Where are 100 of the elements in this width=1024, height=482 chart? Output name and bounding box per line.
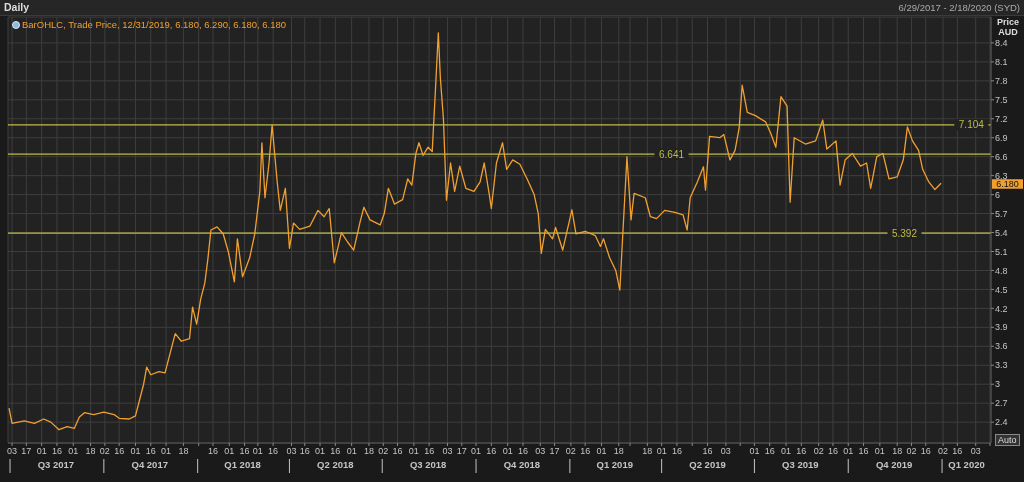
x2-tick-label: Q3 2019	[782, 458, 819, 470]
button: Auto	[995, 434, 1020, 446]
y-tick-label: 4.2	[995, 303, 1008, 314]
x-tick-label: 01	[252, 446, 263, 457]
x2-tick-label: Q3 2017	[37, 458, 75, 470]
x-tick-label: 01	[408, 446, 419, 457]
y-tick-label: 8.4	[995, 38, 1008, 49]
y-tick-label: 8.1	[995, 57, 1008, 68]
x-tick-label: 16	[858, 446, 869, 457]
x-tick-label: 18	[85, 446, 96, 457]
x-tick-label: 01	[471, 446, 482, 457]
y-tick-label: 5.4	[995, 227, 1008, 238]
ref-line-label: 5.392	[891, 227, 918, 239]
x-tick-label: 18	[363, 446, 374, 457]
x-tick-label: 03	[720, 446, 731, 457]
y-tick-label: 6.3	[995, 170, 1008, 181]
x-tick-label: 16	[671, 446, 682, 457]
x-tick-label: 01	[656, 446, 667, 457]
x-tick-label: 16	[827, 446, 838, 457]
x-tick-label: 16	[920, 446, 931, 457]
x-tick-label: 03	[442, 446, 453, 457]
x-tick-label: 01	[874, 446, 885, 457]
x-tick-label: 02	[906, 446, 917, 457]
x-tick-label: 01	[596, 446, 607, 457]
x-tick-label: 18	[613, 446, 624, 457]
y-tick-label: 7.2	[995, 113, 1008, 124]
y-tick-label: 6.9	[995, 132, 1008, 143]
x-tick-label: 01	[36, 446, 47, 457]
x-tick-label: 16	[268, 446, 279, 457]
x-tick-label: 16	[580, 446, 591, 457]
x-tick-label: 01	[843, 446, 854, 457]
y-tick-label: 2.4	[995, 417, 1008, 428]
annotation: 6.180	[996, 179, 1019, 190]
text: 6/29/2017 - 2/18/2020 (SYD)	[898, 2, 1020, 13]
x2-tick-label: Q4 2018	[503, 458, 541, 470]
y-tick-label: 3.3	[995, 360, 1008, 371]
x-tick-label: 16	[114, 446, 125, 457]
x-tick-label: 16	[424, 446, 435, 457]
x-tick-label: 17	[456, 446, 467, 457]
x2-tick-label: Q3 2018	[409, 458, 447, 470]
x-tick-label: 16	[486, 446, 497, 457]
y-tick-label: 4.5	[995, 284, 1008, 295]
y-tick-label: 3.6	[995, 341, 1008, 352]
x-tick-label: 16	[517, 446, 528, 457]
x-tick-label: 02	[99, 446, 110, 457]
x-tick-label: 01	[781, 446, 792, 457]
text: BarOHLC, Trade Price, 12/31/2019, 6.180, 6.290, 6.180, 6.180	[22, 19, 287, 30]
y-tick-label: 4.8	[995, 265, 1008, 276]
y-tick-label: 5.7	[995, 208, 1008, 219]
x2-tick-label: Q1 2020	[948, 458, 985, 470]
x-tick-label: 16	[702, 446, 713, 457]
ref-line-label: 7.104	[958, 119, 985, 131]
ref-line-label: 6.641	[659, 148, 685, 160]
line-series	[8, 32, 942, 431]
x-tick-label: 02	[938, 446, 949, 457]
y-tick-label: 3	[995, 379, 1001, 390]
x-tick-label: 01	[224, 446, 235, 457]
x-tick-label: 18	[892, 446, 903, 457]
x-tick-label: 16	[764, 446, 775, 457]
x-tick-label: 01	[130, 446, 141, 457]
x-tick-label: 18	[642, 446, 653, 457]
y-tick-label: 6	[995, 189, 1001, 200]
x-tick-label: 01	[315, 446, 326, 457]
x-tick-label: 03	[970, 446, 981, 457]
y-tick-label: 2.7	[995, 398, 1008, 409]
x-tick-label: 17	[549, 446, 560, 457]
x2-tick-label: Q4 2019	[875, 458, 913, 470]
x2-tick-label: Q1 2019	[596, 458, 633, 470]
x-tick-label: 16	[330, 446, 341, 457]
x2-tick-label: Q2 2019	[689, 458, 726, 470]
x-tick-label: 16	[796, 446, 807, 457]
y-tick-label: 6.6	[995, 151, 1008, 162]
x-tick-label: 16	[299, 446, 310, 457]
x-tick-label: 02	[565, 446, 576, 457]
x2-tick-label: Q4 2017	[131, 458, 168, 470]
x-tick-label: 01	[346, 446, 357, 457]
x-tick-label: 02	[378, 446, 389, 457]
x-tick-label: 01	[68, 446, 79, 457]
x-tick-label: 16	[952, 446, 963, 457]
x-tick-label: 17	[21, 446, 32, 457]
x-tick-label: 16	[207, 446, 218, 457]
y-tick-label: 7.8	[995, 75, 1008, 86]
x-tick-label: 16	[145, 446, 156, 457]
y-axis-title: Price AUD	[996, 17, 1020, 37]
x-tick-label: 16	[239, 446, 250, 457]
x-tick-label: 01	[502, 446, 513, 457]
x-tick-label: 03	[286, 446, 297, 457]
y-tick-label: 7.5	[995, 94, 1008, 105]
x-tick-label: 16	[51, 446, 62, 457]
x-tick-label: 03	[7, 446, 18, 457]
x2-tick-label: Q2 2018	[317, 458, 354, 470]
x2-tick-label: Q1 2018	[224, 458, 261, 470]
x-tick-label: 01	[161, 446, 172, 457]
x-tick-label: 02	[813, 446, 824, 457]
x-tick-label: 03	[535, 446, 546, 457]
x-tick-label: 01	[749, 446, 760, 457]
chart-title: Daily	[4, 1, 30, 13]
y-tick-label: 3.9	[995, 322, 1008, 333]
y-tick-label: 5.1	[995, 246, 1008, 257]
x-tick-label: 16	[392, 446, 403, 457]
